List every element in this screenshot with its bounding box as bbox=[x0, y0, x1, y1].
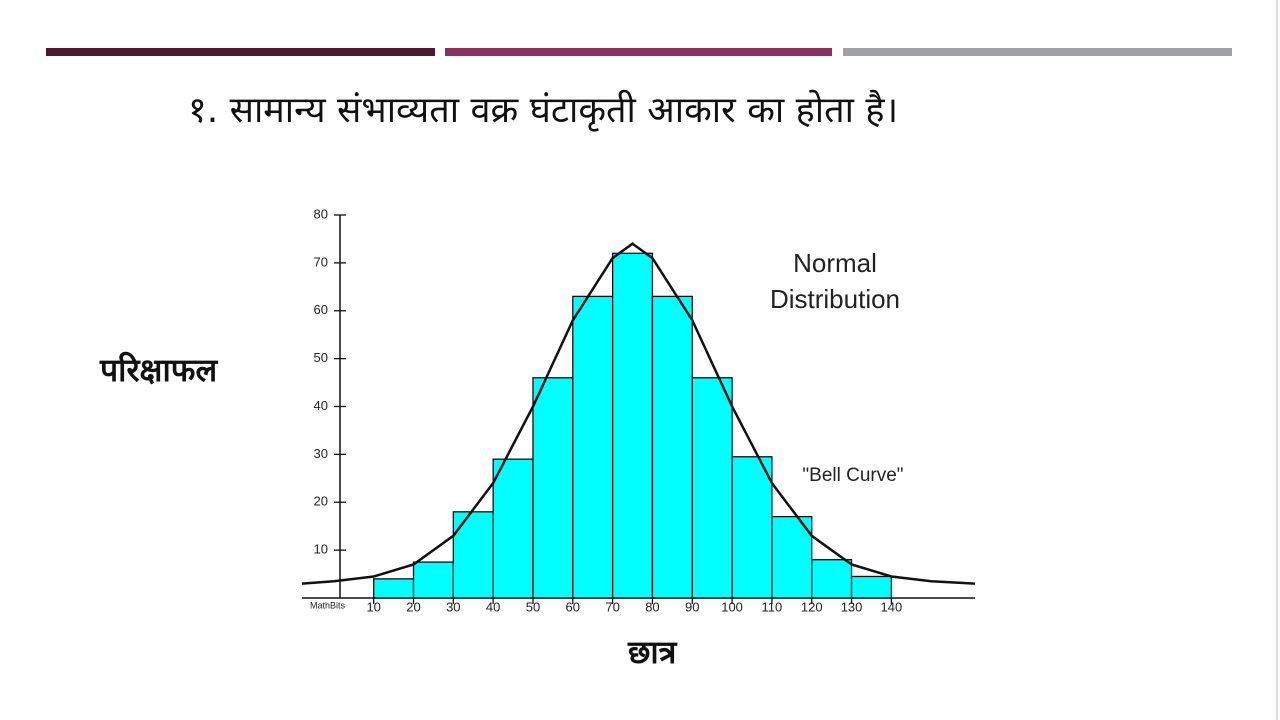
histogram-bar bbox=[731, 456, 773, 599]
y-tick-label: 10 bbox=[314, 542, 328, 557]
histogram-bar bbox=[452, 511, 494, 599]
annotation: "Bell Curve" bbox=[802, 465, 903, 486]
y-tick-label: 70 bbox=[314, 254, 328, 269]
x-tick-label: 100 bbox=[721, 599, 743, 614]
y-tick-label: 40 bbox=[314, 398, 328, 413]
bell-curve bbox=[301, 242, 976, 585]
x-tick-label: 80 bbox=[645, 599, 659, 614]
y-axis-label: परिक्षाफल bbox=[99, 351, 218, 389]
y-tick-label: 20 bbox=[314, 494, 328, 509]
slide-title: १. सामान्य संभाव्यता वक्र घंटाकृती आकार … bbox=[188, 89, 898, 132]
y-tick-label: 50 bbox=[314, 350, 328, 365]
histogram-bar bbox=[651, 295, 693, 599]
histogram-bar bbox=[811, 559, 853, 599]
histogram-bar bbox=[850, 575, 893, 599]
x-tick-label: 120 bbox=[801, 599, 823, 614]
x-tick-label: 130 bbox=[841, 599, 863, 614]
histogram-bar bbox=[572, 295, 614, 599]
histogram-bar bbox=[611, 252, 654, 599]
histogram-bar bbox=[771, 515, 813, 599]
x-tick-label: 20 bbox=[406, 599, 420, 614]
x-tick-label: 140 bbox=[881, 599, 903, 614]
x-tick-label: 90 bbox=[685, 599, 699, 614]
y-tick-label: 80 bbox=[314, 206, 328, 221]
x-tick-label: 10 bbox=[366, 599, 380, 614]
histogram-bar bbox=[412, 561, 454, 599]
credit: MathBits bbox=[310, 600, 346, 610]
histogram-bar bbox=[532, 377, 574, 599]
x-tick-label: 70 bbox=[605, 599, 619, 614]
x-tick-label: 30 bbox=[446, 599, 460, 614]
x-tick-label: 40 bbox=[486, 599, 500, 614]
histogram-bar bbox=[691, 377, 733, 599]
x-tick-label: 110 bbox=[762, 599, 783, 614]
x-tick-label: 60 bbox=[566, 599, 580, 614]
histogram-bar bbox=[492, 458, 534, 599]
histogram-bar bbox=[373, 578, 415, 599]
annotation: Distribution bbox=[770, 284, 900, 314]
y-tick-label: 30 bbox=[314, 446, 328, 461]
x-tick-label: 50 bbox=[526, 599, 540, 614]
annotation: Normal bbox=[793, 248, 877, 278]
x-axis-label: छात्र bbox=[627, 633, 678, 671]
y-tick-label: 60 bbox=[314, 302, 328, 317]
